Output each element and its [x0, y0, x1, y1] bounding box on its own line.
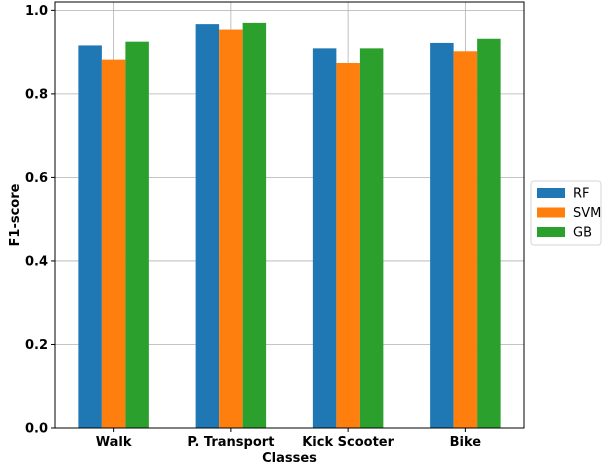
y-axis-title: F1-score [8, 183, 23, 246]
bar-gb-kick-scooter [359, 48, 384, 428]
legend-label-svm: SVM [573, 206, 601, 221]
bar-rf-bike [430, 42, 454, 428]
bar-svm-kick-scooter [336, 62, 360, 428]
bar-svm-bike [453, 51, 478, 429]
legend-swatch-rf [537, 188, 565, 198]
bar-svm-walk [101, 59, 126, 429]
bar-gb-walk [125, 41, 149, 428]
y-axis-ticks: 0.0 0.2 0.4 0.6 0.8 1.0 [25, 4, 55, 437]
y-tick-label: 0.4 [25, 254, 48, 269]
x-tick-label: Bike [450, 435, 482, 450]
plot-frame [54, 1, 525, 429]
y-tick-label: 0.2 [25, 338, 48, 353]
legend-swatch-gb [537, 227, 565, 237]
legend: RF SVM GB [530, 180, 602, 246]
bar-rf-kick-scooter [312, 48, 337, 428]
bar-gb-p-transport [242, 22, 267, 428]
bars [78, 22, 501, 429]
y-tick-label: 0.8 [25, 87, 48, 102]
bar-gb-bike [477, 38, 501, 429]
bar-rf-p-transport [195, 24, 220, 429]
y-tick-label: 1.0 [25, 4, 48, 19]
x-tick-label: P. Transport [187, 435, 274, 450]
legend-label-rf: RF [573, 187, 590, 202]
y-tick-label: 0.0 [25, 422, 48, 437]
bar-rf-walk [78, 45, 102, 428]
x-tick-label: Kick Scooter [302, 435, 394, 450]
bar-svm-p-transport [219, 29, 243, 429]
legend-label-gb: GB [573, 226, 592, 241]
x-axis-title: Classes [262, 451, 317, 466]
x-tick-label: Walk [96, 435, 132, 450]
x-axis-ticks: Walk P. Transport Kick Scooter Bike [96, 428, 482, 450]
y-tick-label: 0.6 [25, 171, 48, 186]
legend-swatch-svm [537, 207, 565, 218]
